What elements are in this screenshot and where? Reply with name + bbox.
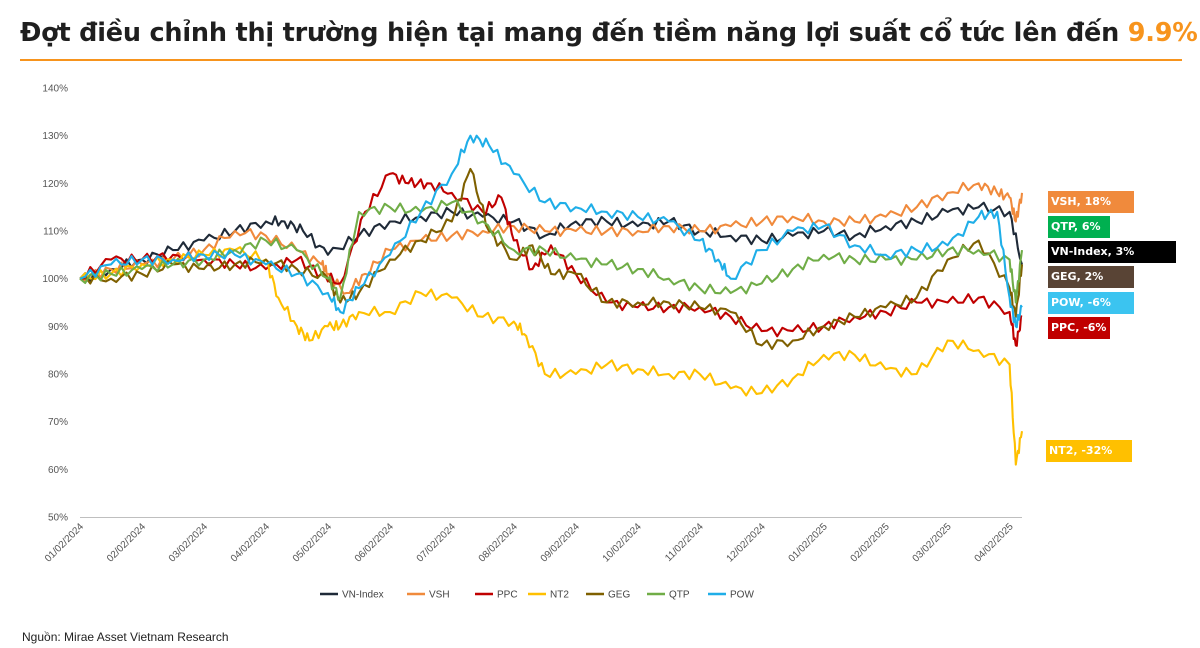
- legend-label: QTP: [669, 590, 690, 601]
- series-line-geg: [79, 167, 1024, 351]
- series-lines: [79, 134, 1024, 466]
- x-tick-label: 09/02/2024: [539, 521, 582, 564]
- x-tick-label: 04/02/2024: [229, 521, 272, 564]
- x-tick-label: 01/02/2025: [787, 521, 830, 564]
- series-line-qtp: [79, 199, 1024, 304]
- chart-title: Đợt điều chỉnh thị trường hiện tại mang …: [20, 18, 1198, 48]
- series-line-vsh: [79, 181, 1024, 295]
- legend-label: PPC: [497, 590, 518, 601]
- y-tick-label: 60%: [48, 465, 68, 476]
- x-tick-label: 07/02/2024: [415, 521, 458, 564]
- end-label-qtp: QTP, 6%: [1048, 216, 1110, 238]
- end-label-pow: POW, -6%: [1048, 292, 1134, 314]
- series-line-nt2: [79, 246, 1024, 466]
- x-tick-label: 05/02/2024: [291, 521, 334, 564]
- end-label-vsh: VSH, 18%: [1048, 191, 1134, 213]
- end-label-vnindex: VN-Index, 3%: [1048, 241, 1176, 263]
- end-label-nt2: NT2, -32%: [1046, 440, 1132, 462]
- title-highlight: 9.9%: [1127, 18, 1198, 48]
- x-tick-label: 11/02/2024: [663, 521, 706, 564]
- x-tick-label: 03/02/2024: [167, 521, 210, 564]
- title-main: Đợt điều chỉnh thị trường hiện tại mang …: [20, 18, 1128, 48]
- y-tick-label: 110%: [43, 227, 68, 238]
- legend-label: VSH: [429, 590, 450, 601]
- y-tick-label: 70%: [48, 417, 68, 428]
- legend-label: POW: [730, 590, 754, 601]
- end-label-geg: GEG, 2%: [1048, 266, 1134, 288]
- x-tick-label: 02/02/2025: [849, 521, 892, 564]
- x-tick-label: 06/02/2024: [353, 521, 396, 564]
- y-tick-label: 90%: [48, 322, 68, 333]
- y-tick-label: 100%: [42, 274, 68, 285]
- y-tick-label: 140%: [42, 84, 68, 95]
- series-line-pow: [79, 134, 1023, 329]
- legend-label: VN-Index: [342, 590, 384, 601]
- legend: VN-Index VSH PPC NT2 GEG QTP POW: [320, 590, 754, 601]
- legend-label: NT2: [550, 590, 569, 601]
- source-note: Nguồn: Mirae Asset Vietnam Research: [22, 630, 229, 644]
- series-line-ppc: [79, 172, 1023, 347]
- title-underline: [20, 59, 1182, 61]
- x-tick-label: 02/02/2024: [105, 521, 148, 564]
- legend-label: GEG: [608, 590, 630, 601]
- x-tick-label: 01/02/2024: [43, 521, 86, 564]
- end-label-ppc: PPC, -6%: [1048, 317, 1110, 339]
- x-tick-label: 12/02/2024: [725, 521, 768, 564]
- x-tick-label: 08/02/2024: [477, 521, 520, 564]
- x-tick-label: 03/02/2025: [911, 521, 954, 564]
- y-tick-label: 130%: [42, 131, 68, 142]
- y-tick-label: 120%: [42, 179, 68, 190]
- x-axis: 01/02/2024 02/02/2024 03/02/2024 04/02/2024…: [43, 517, 1022, 565]
- x-tick-label: 04/02/2025: [973, 521, 1016, 564]
- y-tick-label: 80%: [48, 370, 68, 381]
- y-axis-labels: 50% 60% 70% 80% 90% 100% 110% 120% 130% 140%: [42, 84, 68, 524]
- x-tick-label: 10/02/2024: [601, 521, 644, 564]
- y-tick-label: 50%: [48, 513, 68, 524]
